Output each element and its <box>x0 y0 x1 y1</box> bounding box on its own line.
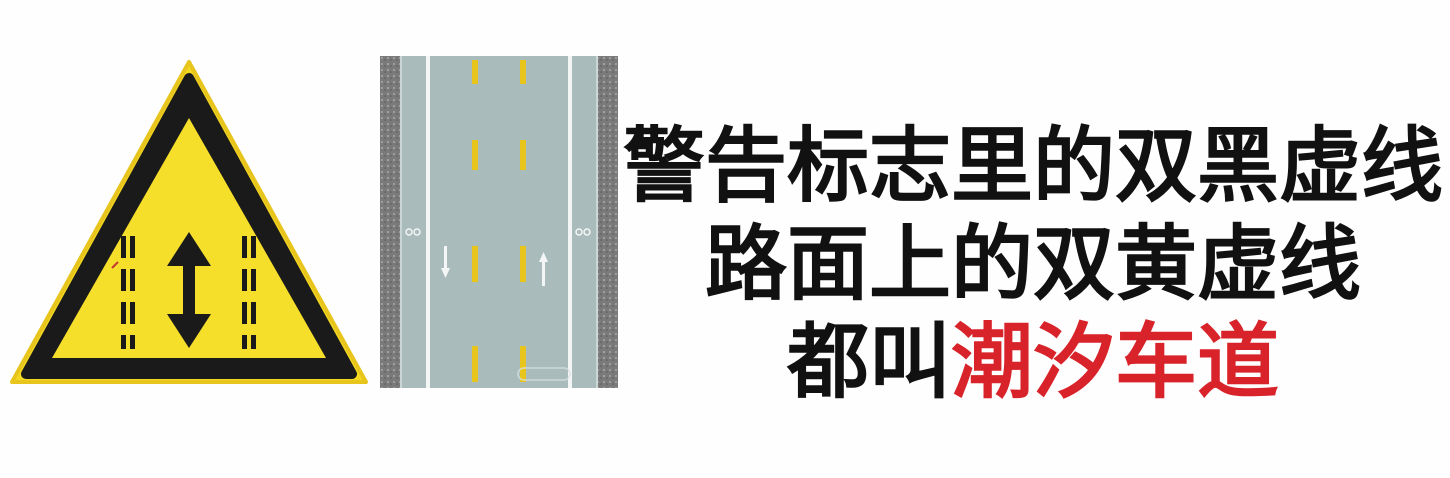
caption-line-3: 都叫潮汐车道 <box>622 314 1444 412</box>
caption-line-3-prefix: 都叫 <box>786 315 951 410</box>
caption-highlight: 潮汐车道 <box>951 315 1280 410</box>
lane-arrows <box>441 246 548 286</box>
yellow-dashed-lines <box>472 60 526 382</box>
right-dashed-lines <box>242 236 256 349</box>
left-dashed-lines <box>121 236 135 349</box>
double-arrow-icon <box>167 232 211 348</box>
caption: 警告标志里的双黑虚线 路面上的双黄虚线 都叫潮汐车道 <box>622 118 1444 412</box>
double-yellow-dashed-road-icon <box>380 56 618 388</box>
caption-line-1: 警告标志里的双黑虚线 <box>622 119 1443 214</box>
tidal-lane-warning-sign-icon <box>10 60 368 384</box>
caption-line-2: 路面上的双黄虚线 <box>704 217 1361 312</box>
